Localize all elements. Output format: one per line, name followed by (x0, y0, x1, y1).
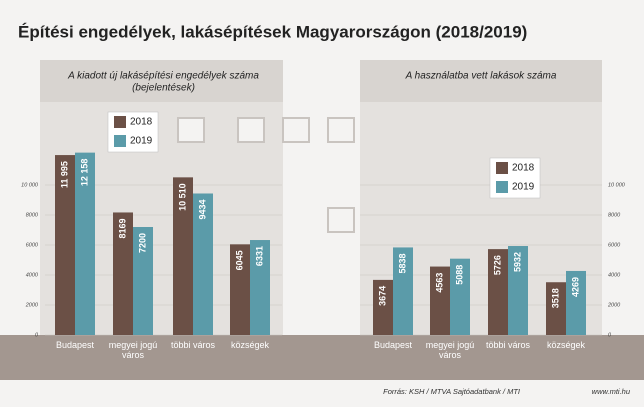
ground-band (0, 335, 644, 380)
legend-label: 2019 (512, 182, 535, 193)
value-label: 9434 (197, 199, 207, 219)
x-tick-label: Budapest (55, 340, 95, 350)
title: Építési engedélyek, lakásépítések Magyar… (18, 22, 527, 41)
panel-header (40, 60, 283, 102)
bar (508, 246, 528, 335)
value-label: 6331 (254, 246, 264, 266)
y-tick-label: 8000 (608, 212, 621, 218)
x-tick-label: községek (230, 340, 270, 350)
value-label: 5088 (454, 265, 464, 285)
chart-title: A használatba vett lakások száma (405, 71, 557, 82)
bar (193, 193, 213, 335)
value-label: 5932 (512, 252, 522, 272)
website: www.mti.hu (592, 387, 631, 396)
value-label: 7200 (137, 233, 147, 253)
x-tick-label: többi város (485, 340, 531, 350)
legend-swatch (496, 181, 508, 193)
legend-swatch (496, 162, 508, 174)
legend-label: 2018 (130, 117, 153, 128)
panel-header (360, 60, 602, 102)
bar (230, 244, 250, 335)
x-tick-label: megyei jogú város (108, 340, 158, 360)
value-label: 11 995 (59, 161, 69, 188)
x-tick-label: Budapest (373, 340, 413, 350)
y-tick-label: 0 (35, 332, 39, 338)
y-tick-label: 6000 (608, 242, 621, 248)
value-label: 5838 (397, 253, 407, 273)
y-tick-label: 4000 (608, 272, 621, 278)
bar (113, 212, 133, 335)
value-label: 8169 (117, 218, 127, 238)
legend-label: 2018 (512, 163, 535, 174)
legend-label: 2019 (130, 136, 153, 147)
source: Forrás: KSH / MTVA Sajtóadatbank / MTI (383, 387, 520, 396)
windows (177, 117, 355, 233)
y-tick-label: 10 000 (608, 182, 626, 188)
chart-title: A kiadott új lakásépítési engedélyek szá… (67, 71, 259, 82)
bar (450, 258, 470, 335)
value-label: 3674 (377, 286, 387, 306)
value-label: 12 158 (79, 159, 89, 187)
bar (566, 270, 586, 335)
bar (488, 249, 508, 335)
y-tick-label: 2000 (25, 302, 39, 308)
chart-subtitle: (bejelentések) (132, 83, 195, 94)
bar (430, 266, 450, 335)
bar (133, 227, 153, 335)
y-tick-label: 4000 (26, 272, 39, 278)
x-tick-label: községek (546, 340, 586, 350)
value-label: 6045 (234, 250, 244, 270)
y-tick-label: 6000 (26, 242, 39, 248)
value-label: 4269 (570, 277, 580, 297)
y-tick-label: 2000 (607, 302, 621, 308)
bar (55, 155, 75, 335)
x-tick-label: megyei jogú város (425, 340, 475, 360)
bar (173, 177, 193, 335)
y-tick-label: 8000 (26, 212, 39, 218)
y-tick-label: 10 000 (21, 182, 39, 188)
value-label: 10 510 (177, 183, 187, 211)
value-label: 3518 (550, 288, 560, 308)
y-tick-label: 0 (608, 332, 612, 338)
x-tick-label: többi város (170, 340, 216, 350)
legend-swatch (114, 135, 126, 147)
value-label: 4563 (434, 273, 444, 293)
legend-swatch (114, 116, 126, 128)
bar (373, 279, 393, 335)
bar (250, 240, 270, 335)
bar (546, 282, 566, 335)
value-label: 5726 (492, 255, 502, 275)
bar (393, 247, 413, 335)
bar (75, 152, 95, 335)
